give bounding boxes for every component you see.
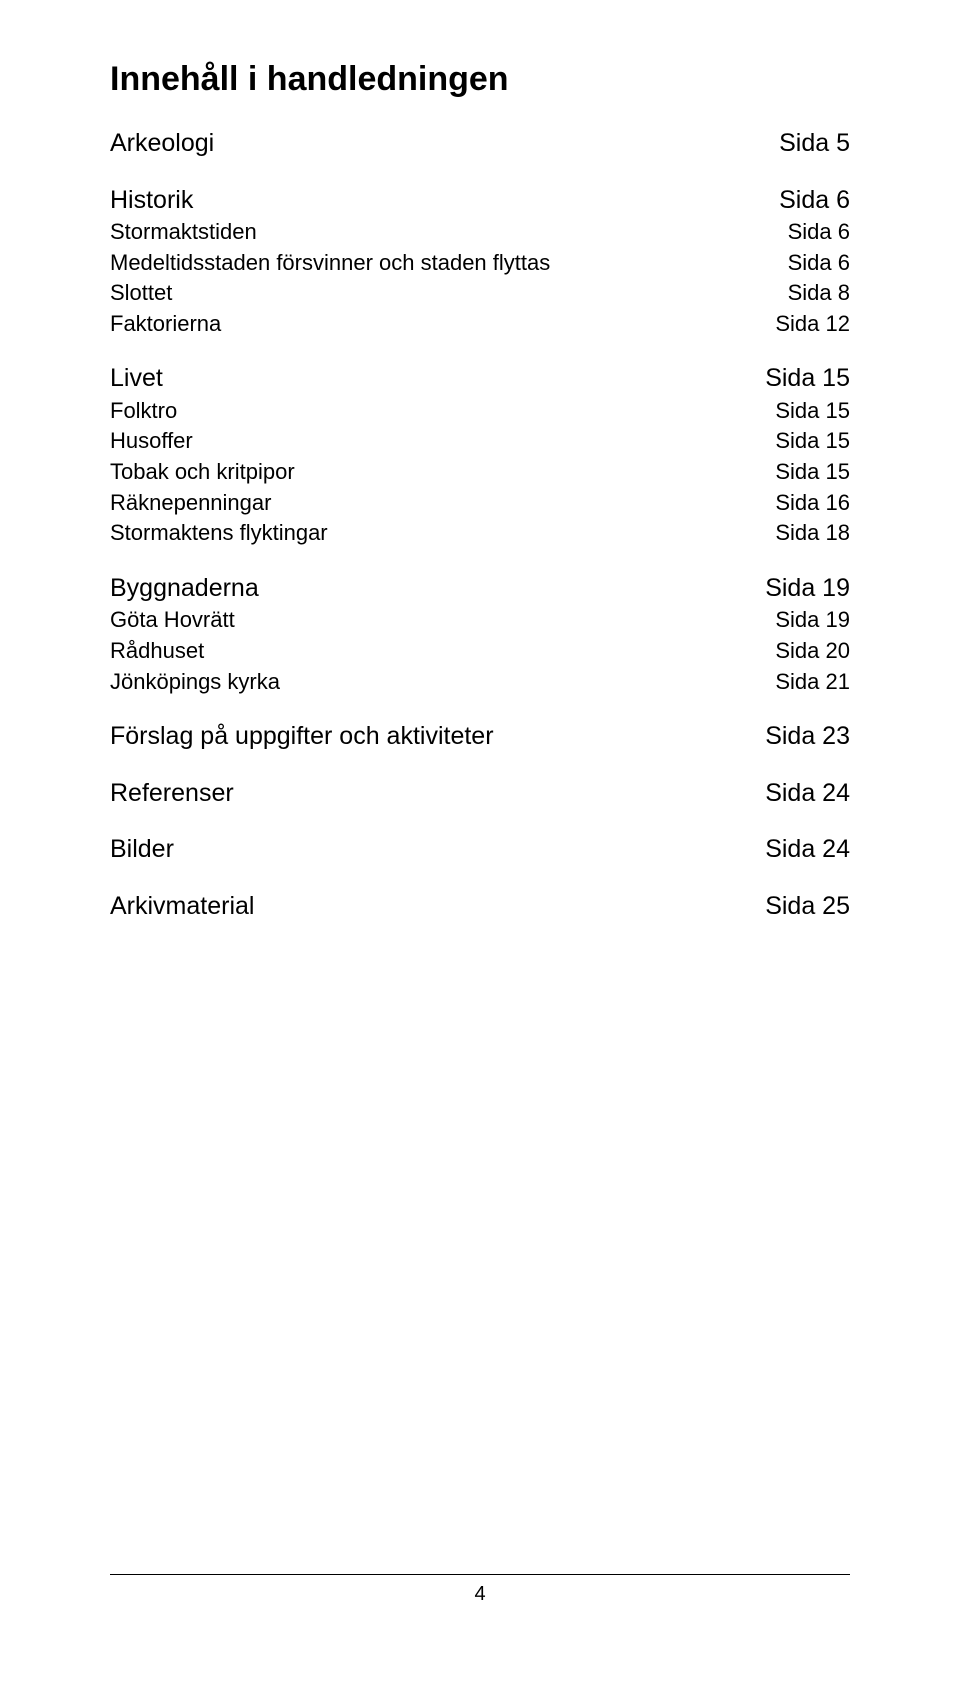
toc-section-page: Sida 5 [779, 127, 850, 160]
toc-item-label: Slottet [110, 279, 172, 308]
toc-section-label: Arkivmaterial [110, 890, 254, 923]
toc-section-label: Förslag på uppgifter och aktiviteter [110, 720, 494, 753]
page-title: Innehåll i handledningen [110, 60, 850, 99]
toc-section-row: Bilder Sida 24 [110, 833, 850, 866]
page-footer: 4 [110, 1574, 850, 1606]
toc-item-row: Tobak och kritpipor Sida 15 [110, 458, 850, 487]
toc-item-page: Sida 15 [775, 397, 850, 426]
toc-section-row: Arkeologi Sida 5 [110, 127, 850, 160]
toc-item-page: Sida 8 [788, 279, 850, 308]
toc-section-page: Sida 25 [765, 890, 850, 923]
toc-section-page: Sida 19 [765, 572, 850, 605]
toc-group: Byggnaderna Sida 19 Göta Hovrätt Sida 19… [110, 572, 850, 696]
toc-item-page: Sida 21 [775, 668, 850, 697]
page: Innehåll i handledningen Arkeologi Sida … [0, 0, 960, 1686]
toc-group: Bilder Sida 24 [110, 833, 850, 866]
toc-section-label: Arkeologi [110, 127, 214, 160]
toc-section-row: Byggnaderna Sida 19 [110, 572, 850, 605]
toc-item-label: Räknepenningar [110, 489, 271, 518]
toc-item-row: Stormaktens flyktingar Sida 18 [110, 519, 850, 548]
toc-item-label: Faktorierna [110, 310, 221, 339]
toc-group: Arkeologi Sida 5 [110, 127, 850, 160]
toc-item-label: Stormaktens flyktingar [110, 519, 328, 548]
toc-section-page: Sida 23 [765, 720, 850, 753]
toc-section-row: Referenser Sida 24 [110, 777, 850, 810]
toc-section-label: Historik [110, 184, 193, 217]
toc-item-page: Sida 15 [775, 427, 850, 456]
toc-item-page: Sida 12 [775, 310, 850, 339]
toc-item-row: Räknepenningar Sida 16 [110, 489, 850, 518]
toc-group: Arkivmaterial Sida 25 [110, 890, 850, 923]
toc-section-label: Byggnaderna [110, 572, 259, 605]
toc-item-row: Faktorierna Sida 12 [110, 310, 850, 339]
toc-item-label: Stormaktstiden [110, 218, 257, 247]
toc-group: Livet Sida 15 Folktro Sida 15 Husoffer S… [110, 362, 850, 547]
toc-item-page: Sida 18 [775, 519, 850, 548]
toc-item-row: Medeltidsstaden försvinner och staden fl… [110, 249, 850, 278]
toc-section-label: Bilder [110, 833, 174, 866]
toc-item-row: Husoffer Sida 15 [110, 427, 850, 456]
footer-divider [110, 1574, 850, 1575]
toc-item-label: Rådhuset [110, 637, 204, 666]
toc-section-row: Arkivmaterial Sida 25 [110, 890, 850, 923]
toc-item-label: Husoffer [110, 427, 193, 456]
toc-section-row: Historik Sida 6 [110, 184, 850, 217]
toc-section-row: Förslag på uppgifter och aktiviteter Sid… [110, 720, 850, 753]
toc-item-row: Rådhuset Sida 20 [110, 637, 850, 666]
toc-item-row: Göta Hovrätt Sida 19 [110, 606, 850, 635]
toc-item-label: Jönköpings kyrka [110, 668, 280, 697]
toc-item-row: Stormaktstiden Sida 6 [110, 218, 850, 247]
toc-item-row: Jönköpings kyrka Sida 21 [110, 668, 850, 697]
toc-item-row: Slottet Sida 8 [110, 279, 850, 308]
toc-item-page: Sida 15 [775, 458, 850, 487]
toc-section-label: Referenser [110, 777, 234, 810]
page-number: 4 [110, 1583, 850, 1606]
toc-group: Referenser Sida 24 [110, 777, 850, 810]
toc-section-page: Sida 24 [765, 833, 850, 866]
toc-section-page: Sida 15 [765, 362, 850, 395]
toc-group: Historik Sida 6 Stormaktstiden Sida 6 Me… [110, 184, 850, 339]
toc-section-page: Sida 6 [779, 184, 850, 217]
toc-item-page: Sida 20 [775, 637, 850, 666]
toc-section-page: Sida 24 [765, 777, 850, 810]
toc-item-row: Folktro Sida 15 [110, 397, 850, 426]
toc-item-label: Medeltidsstaden försvinner och staden fl… [110, 249, 550, 278]
toc-item-label: Tobak och kritpipor [110, 458, 295, 487]
toc-section-row: Livet Sida 15 [110, 362, 850, 395]
toc-item-page: Sida 19 [775, 606, 850, 635]
toc-section-label: Livet [110, 362, 163, 395]
toc-item-label: Folktro [110, 397, 177, 426]
toc-item-label: Göta Hovrätt [110, 606, 235, 635]
toc-item-page: Sida 6 [788, 249, 850, 278]
toc-group: Förslag på uppgifter och aktiviteter Sid… [110, 720, 850, 753]
toc-item-page: Sida 6 [788, 218, 850, 247]
toc-item-page: Sida 16 [775, 489, 850, 518]
